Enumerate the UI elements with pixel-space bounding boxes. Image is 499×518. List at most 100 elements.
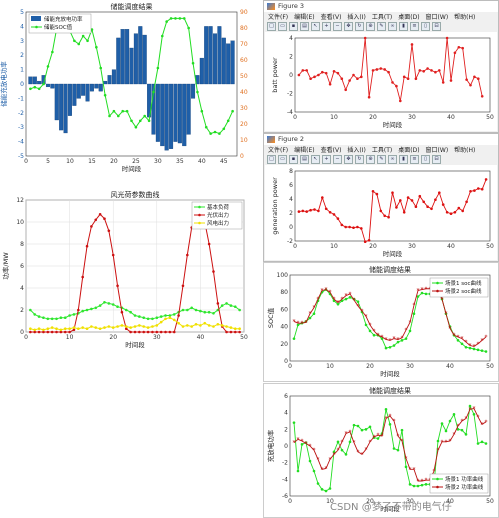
soc-0-point [456,339,460,342]
menu-item[interactable]: 插入(I) [347,14,366,21]
y-tick-label: 2 [20,52,24,59]
save-icon[interactable]: ▪ [289,154,298,164]
menu-item[interactable]: 编辑(E) [294,14,315,21]
rotate-icon[interactable]: ↻ [355,21,364,31]
batt-point [461,46,464,50]
series-1-point [172,330,176,334]
series-2-point [129,326,132,329]
x-tick-label: 40 [446,363,454,370]
gen-point [301,209,305,213]
datacursor-icon[interactable]: ⊕ [366,154,375,164]
power-bar [155,83,160,142]
figure3-titlebar[interactable]: Figure 3 [264,1,498,12]
gen-point [352,226,355,229]
link-icon[interactable]: ∞ [388,154,397,164]
batt-point [305,69,308,72]
menu-item[interactable]: 窗口(W) [425,147,449,154]
menu-item[interactable]: 查看(V) [320,14,342,21]
y-tick-label: 6 [289,182,293,189]
menu-item[interactable]: 帮助(H) [454,14,476,21]
figure2-window[interactable]: Figure 2 文件(F) 编辑(E) 查看(V) 插入(I) 工具(T) 桌面(D) 窗… [263,133,499,262]
menu-item[interactable]: 桌面(D) [398,147,420,154]
pan-icon[interactable]: ✥ [344,154,353,164]
save-icon[interactable]: ▪ [289,21,298,31]
series-2-point [229,326,233,329]
gen-point [313,208,316,211]
pwr-1-line [293,407,487,482]
new-figure-icon[interactable]: □ [267,154,276,164]
soc-1-point: * [481,337,484,344]
menu-item[interactable]: 编辑(E) [294,147,315,154]
hide-tools-icon[interactable]: ▯ [421,21,430,31]
menu-item[interactable]: 工具(T) [371,14,393,21]
soc-1-point: * [449,325,452,332]
soc-1-point: * [453,332,456,339]
x-tick-label: 20 [366,363,374,370]
rotate-icon[interactable]: ↻ [355,154,364,164]
series-0-point [98,304,102,307]
batt-point [375,68,379,71]
chart-wind-solar-load: 0 10 20 30 40 50 0 2 4 6 8 10 12 风光荷参数曲线 时间段 功率/MW 基本负荷光… [0,185,253,357]
soc-point [108,114,111,118]
print-icon[interactable]: ▤ [300,21,309,31]
datacursor-icon[interactable]: ⊕ [366,21,375,31]
legend-label: 场景2 soc曲线 [445,287,482,295]
link-icon[interactable]: ∞ [388,21,397,31]
pwr-0-point [368,425,372,429]
menu-item[interactable]: 帮助(H) [454,147,476,154]
batt-point [445,36,449,40]
menu-item[interactable]: 窗口(W) [425,14,449,21]
series-2-point [63,327,67,330]
print-icon[interactable]: ▤ [300,154,309,164]
zoom-in-icon[interactable]: + [322,21,331,31]
open-file-icon[interactable]: ▭ [278,21,287,31]
menu-item[interactable]: 插入(I) [347,147,366,154]
soc-0-point [460,342,464,346]
dock-icon[interactable]: ⊟ [432,21,441,31]
legend-icon[interactable]: ≡ [410,154,419,164]
series-2-point [194,323,198,326]
dock-icon[interactable]: ⊟ [432,154,441,164]
figure2-titlebar[interactable]: Figure 2 [264,134,498,145]
y-tick-label: 2 [20,307,24,314]
series-0-point [194,308,198,312]
pwr-0-point [420,483,424,487]
power-bar [125,29,130,85]
y-tick-label: 4 [284,410,288,417]
zoom-in-icon[interactable]: + [322,154,331,164]
menu-item[interactable]: 查看(V) [320,147,342,154]
menu-item[interactable]: 工具(T) [371,147,393,154]
soc-0-point [336,302,340,306]
colorbar-icon[interactable]: ▮ [399,21,408,31]
menu-item[interactable]: 文件(F) [268,147,289,154]
hide-tools-icon[interactable]: ▯ [421,154,430,164]
soc-0-point [384,346,388,350]
soc-point [200,109,204,113]
brush-icon[interactable]: ✎ [377,154,386,164]
brush-icon[interactable]: ✎ [377,21,386,31]
pointer-icon[interactable]: ↖ [311,21,320,31]
y-tick-label: -4 [18,139,24,146]
open-file-icon[interactable]: ▭ [278,154,287,164]
power-bar [107,75,112,85]
zoom-out-icon[interactable]: − [333,154,342,164]
pan-icon[interactable]: ✥ [344,21,353,31]
chart-title: 储能调度结果 [111,2,153,11]
pwr-1-point: * [405,456,408,463]
legend-icon[interactable]: ≡ [410,21,419,31]
pointer-icon[interactable]: ↖ [311,154,320,164]
menu-item[interactable]: 桌面(D) [398,14,420,21]
gen-point [340,223,344,227]
soc-0-point [464,345,468,349]
pwr-1-point: * [381,433,384,440]
zoom-out-icon[interactable]: − [333,21,342,31]
colorbar-icon[interactable]: ▮ [399,154,408,164]
figure3-window[interactable]: Figure 3 文件(F) 编辑(E) 查看(V) 插入(I) 工具(T) 桌面(D) 窗… [263,0,499,133]
menu-item[interactable]: 文件(F) [268,14,289,21]
pwr-0-point [352,423,356,427]
batt-point [453,51,457,55]
soc-0-point [416,295,420,298]
new-figure-icon[interactable]: □ [267,21,276,31]
series-2-point [124,325,128,328]
gen-point [399,199,402,202]
